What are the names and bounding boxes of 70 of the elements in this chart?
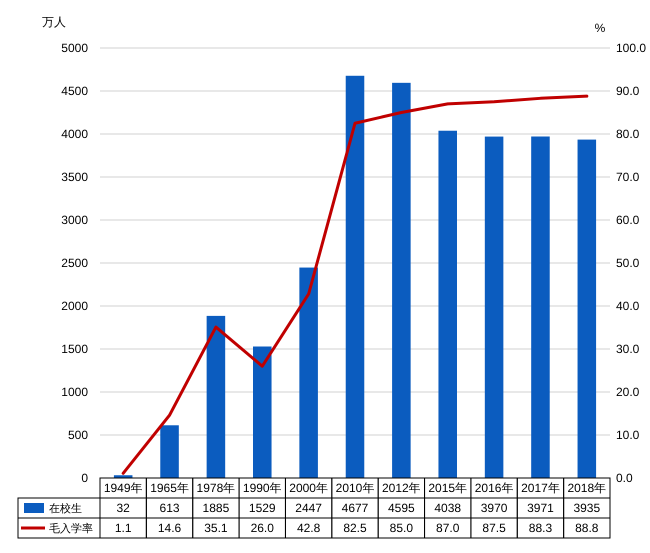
data-label: 42.8: [296, 521, 321, 536]
y2-tick-label: 90.0: [616, 84, 640, 98]
x-tick-label: 2018年: [567, 481, 606, 496]
x-tick-label: 2010年: [336, 481, 374, 496]
y2-tick-label: 30.0: [616, 342, 640, 356]
y-tick-label: 2500: [61, 256, 88, 270]
data-label: 87.0: [436, 521, 460, 536]
data-label: 4038: [434, 501, 462, 516]
y2-tick-label: 80.0: [616, 127, 640, 142]
data-label: 613: [160, 501, 180, 516]
y-tick-label: 1000: [61, 385, 88, 400]
line-series: [122, 94, 588, 475]
x-tick-label: 2000年: [289, 481, 328, 496]
bar: [484, 136, 504, 478]
bar: [346, 76, 364, 478]
y-tick-label: 2000: [61, 299, 88, 314]
y-tick-label: 3500: [61, 170, 88, 184]
data-label: 1.1: [114, 521, 132, 536]
data-label: 32: [116, 501, 130, 516]
data-label: 88.3: [528, 521, 552, 536]
data-label: 26.0: [250, 521, 274, 536]
data-label: 2447: [295, 501, 322, 516]
y-tick-label: 4500: [61, 84, 88, 98]
bar: [531, 136, 550, 478]
y2-tick-label: 100.0: [616, 41, 646, 56]
x-tick-label: 2015年: [428, 481, 468, 496]
x-tick-label: 1978年: [196, 481, 236, 496]
x-tick-label: 1990年: [242, 481, 282, 496]
y2-axis-title: %: [594, 21, 606, 35]
data-label: 87.5: [482, 521, 506, 536]
data-label: 88.8: [575, 521, 599, 536]
y-tick-label: 500: [68, 428, 88, 442]
x-tick-label: 2016年: [474, 481, 514, 496]
y-tick-label: 3000: [61, 213, 88, 228]
data-label: 1529: [248, 501, 276, 516]
data-label: 1885: [202, 501, 230, 516]
data-label: 3971: [527, 501, 554, 516]
y2-tick-label: 70.0: [616, 170, 640, 184]
legend-label: 毛入学率: [49, 522, 93, 535]
y2-tick-label: 60.0: [616, 213, 640, 228]
y-tick-label: 4000: [61, 127, 88, 142]
x-tick-label: 2012年: [382, 481, 421, 496]
data-label: 3970: [480, 501, 508, 516]
y2-tick-label: 0.0: [616, 471, 634, 486]
y2-tick-label: 10.0: [616, 428, 640, 442]
data-label: 85.0: [390, 521, 414, 536]
data-label: 82.5: [343, 521, 367, 536]
bar: [392, 82, 411, 478]
bar: [206, 316, 226, 478]
data-label: 14.6: [158, 521, 182, 536]
bar: [578, 140, 596, 478]
y-tick-label: 0: [81, 471, 88, 486]
y2-tick-label: 40.0: [616, 299, 640, 314]
data-label: 4677: [342, 501, 369, 516]
data-label: 4595: [388, 501, 416, 516]
x-tick-label: 1949年: [104, 481, 143, 496]
x-tick-label: 1965年: [150, 481, 189, 496]
legend-label: 在校生: [49, 502, 82, 515]
y-tick-label: 5000: [61, 41, 88, 56]
y2-tick-label: 50.0: [616, 256, 640, 270]
x-tick-label: 2017年: [521, 481, 560, 496]
bar: [160, 425, 179, 478]
y-axis-title: 万人: [42, 15, 66, 29]
data-label: 35.1: [204, 521, 228, 536]
bar: [299, 268, 318, 478]
bar: [438, 130, 457, 478]
y-tick-label: 1500: [61, 342, 88, 356]
bar: [253, 346, 272, 478]
y2-tick-label: 20.0: [616, 385, 640, 400]
data-label: 3935: [573, 501, 600, 516]
